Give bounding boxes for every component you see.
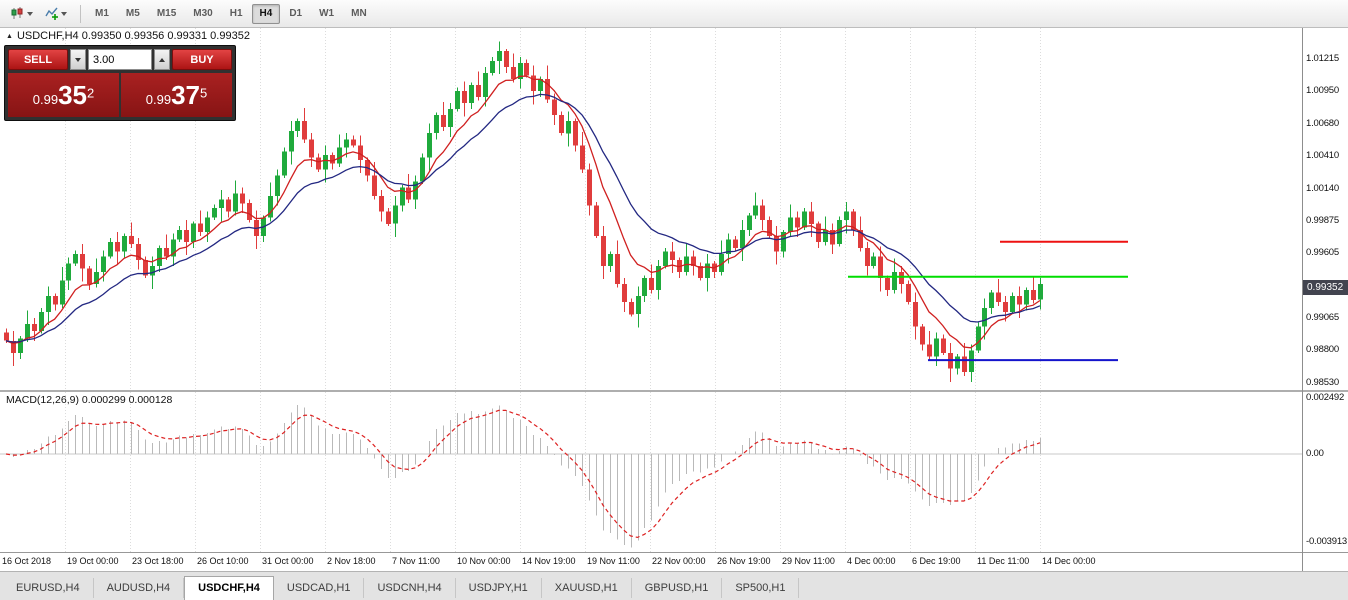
tab-xauusd-h1[interactable]: XAUUSD,H1	[542, 578, 632, 598]
price-tick-label: 0.98530	[1306, 377, 1339, 388]
tab-usdcad-h1[interactable]: USDCAD,H1	[274, 578, 365, 598]
timeframe-M15[interactable]: M15	[156, 7, 177, 19]
time-tick-label: 2 Nov 18:00	[327, 556, 376, 566]
price-tick-label: 1.00410	[1306, 150, 1339, 161]
indicator-icon	[45, 7, 58, 20]
macd-signal-line	[5, 409, 1041, 539]
price-tick-label: 0.99065	[1306, 312, 1339, 323]
price-tick-label: 1.00950	[1306, 85, 1339, 96]
macd-axis: 0.002492 0.00 -0.003913	[1302, 392, 1348, 552]
price-tick-label: 0.99875	[1306, 215, 1339, 226]
tab-usdjpy-h1[interactable]: USDJPY,H1	[456, 578, 542, 598]
buy-button[interactable]: BUY	[172, 49, 232, 70]
ma-slow-line	[5, 93, 1041, 343]
ma-fast-line	[5, 75, 1041, 349]
time-tick-label: 22 Nov 00:00	[652, 556, 706, 566]
panel-splitter[interactable]	[0, 390, 1348, 392]
price-axis: 1.01215 1.00950 1.00680 1.00410 1.00140 0.998…	[1302, 28, 1348, 390]
price-tick-label: 1.00680	[1306, 118, 1339, 129]
time-tick-label: 14 Dec 00:00	[1042, 556, 1096, 566]
time-tick-label: 19 Oct 00:00	[67, 556, 119, 566]
chart-title: ▲ USDCHF,H4 0.99350 0.99356 0.99331 0.993…	[6, 30, 250, 42]
caret-down-icon	[75, 57, 81, 62]
time-axis: 16 Oct 2018 19 Oct 00:00 23 Oct 18:00 26 Oc…	[0, 553, 1348, 571]
time-tick-label: 7 Nov 11:00	[392, 556, 440, 566]
price-chart-panel: ▲ USDCHF,H4 0.99350 0.99356 0.99331 0.993…	[0, 28, 1348, 390]
time-tick-label: 31 Oct 00:00	[262, 556, 314, 566]
macd-tick-label: 0.002492	[1306, 392, 1345, 403]
price-tick-label: 1.00140	[1306, 183, 1339, 194]
time-tick-label: 26 Oct 10:00	[197, 556, 249, 566]
price-tick-label: 0.99605	[1306, 247, 1339, 258]
price-tick-label: 1.01215	[1306, 53, 1339, 64]
divider	[0, 552, 1348, 553]
volume-input[interactable]	[88, 49, 152, 70]
time-tick-label: 10 Nov 00:00	[457, 556, 511, 566]
timeframe-group: M1 M5 M15 M30 H1 H4 D1 W1 MN	[87, 3, 375, 24]
toolbar-separator	[80, 4, 81, 23]
toolbar: M1 M5 M15 M30 H1 H4 D1 W1 MN	[0, 0, 1348, 28]
sell-price-prefix: 0.99	[32, 92, 59, 107]
one-click-trading-panel: SELL BUY 0.99352 0.99375	[4, 45, 236, 121]
sell-button[interactable]: SELL	[8, 49, 68, 70]
buy-price-display[interactable]: 0.99375	[121, 73, 232, 117]
macd-label: MACD(12,26,9) 0.000299 0.000128	[6, 394, 173, 406]
indicators-button[interactable]	[40, 3, 72, 24]
tab-eurusd-h4[interactable]: EURUSD,H4	[3, 578, 94, 598]
chart-tabs: EURUSD,H4 AUDUSD,H4 USDCHF,H4 USDCAD,H1 USDC…	[0, 571, 1348, 600]
time-tick-label: 23 Oct 18:00	[132, 556, 184, 566]
macd-panel: MACD(12,26,9) 0.000299 0.000128 0.002492…	[0, 392, 1348, 552]
time-tick-label: 19 Nov 11:00	[587, 556, 640, 566]
buy-price-point: 5	[200, 85, 208, 101]
price-chart[interactable]	[0, 28, 1302, 390]
timeframe-M1[interactable]: M1	[95, 7, 109, 19]
timeframe-H1[interactable]: H1	[229, 7, 243, 19]
chart-type-button[interactable]	[6, 3, 38, 24]
buy-price-pips: 37	[171, 80, 200, 110]
macd-histogram	[13, 405, 1041, 548]
moving-averages	[5, 75, 1041, 349]
chart-ohlc-text: USDCHF,H4 0.99350 0.99356 0.99331 0.9935…	[16, 30, 250, 42]
price-tick-label: 0.98800	[1306, 344, 1339, 355]
current-price-badge: 0.99352	[1303, 280, 1348, 295]
timeframe-D1[interactable]: D1	[289, 7, 303, 19]
buy-price-prefix: 0.99	[145, 92, 172, 107]
time-tick-label: 26 Nov 19:00	[717, 556, 771, 566]
candlestick-chart-icon	[11, 7, 23, 19]
time-tick-label: 6 Dec 19:00	[912, 556, 961, 566]
time-tick-label: 4 Dec 00:00	[847, 556, 896, 566]
chevron-down-icon	[61, 11, 67, 16]
timeframe-M5[interactable]: M5	[125, 7, 140, 19]
tab-sp500-h1[interactable]: SP500,H1	[722, 578, 800, 598]
timeframe-H4[interactable]: H4	[251, 3, 281, 24]
panel-collapse-icon[interactable]: ▲	[6, 33, 13, 40]
tab-usdcnh-h4[interactable]: USDCNH,H4	[364, 578, 456, 598]
macd-chart[interactable]	[0, 392, 1302, 552]
timeframe-M30[interactable]: M30	[193, 7, 213, 19]
time-tick-label: 11 Dec 11:00	[977, 556, 1030, 566]
volume-down-button[interactable]	[70, 49, 86, 70]
axis-border	[1302, 28, 1303, 571]
chevron-down-icon	[27, 11, 33, 16]
time-tick-label: 16 Oct 2018	[2, 556, 52, 566]
time-tick-label: 29 Nov 11:00	[782, 556, 835, 566]
macd-tick-label: -0.003913	[1306, 536, 1347, 547]
time-tick-label: 14 Nov 19:00	[522, 556, 576, 566]
tab-gbpusd-h1[interactable]: GBPUSD,H1	[632, 578, 723, 598]
volume-up-button[interactable]	[154, 49, 170, 70]
caret-up-icon	[159, 57, 165, 62]
sell-price-pips: 35	[58, 80, 87, 110]
tab-audusd-h4[interactable]: AUDUSD,H4	[94, 578, 185, 598]
sell-price-display[interactable]: 0.99352	[8, 73, 119, 117]
tab-usdchf-h4[interactable]: USDCHF,H4	[184, 576, 274, 600]
macd-tick-label: 0.00	[1306, 448, 1324, 459]
sell-price-point: 2	[87, 85, 95, 101]
timeframe-W1[interactable]: W1	[319, 7, 335, 19]
timeframe-MN[interactable]: MN	[351, 7, 367, 19]
